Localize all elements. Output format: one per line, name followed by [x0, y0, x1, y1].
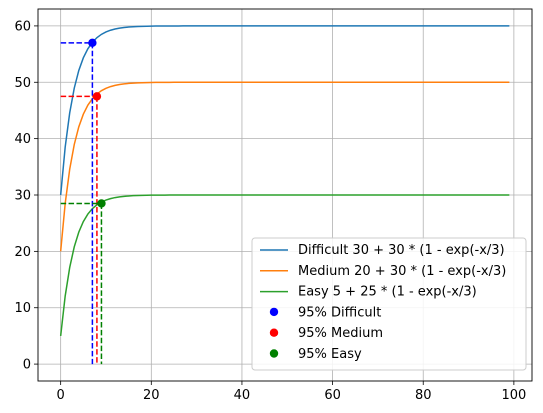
- x-tick-label: 40: [234, 388, 251, 403]
- legend-label: Medium 20 + 30 * (1 - exp(-x/3): [298, 264, 506, 279]
- marker-point: [88, 38, 97, 48]
- y-tick-label: 20: [14, 245, 31, 260]
- y-tick-label: 10: [14, 301, 31, 316]
- legend-box: [251, 237, 527, 371]
- legend-label: Difficult 30 + 30 * (1 - exp(-x/3): [298, 243, 505, 258]
- marker-point: [97, 199, 106, 208]
- y-tick-label: 0: [23, 358, 31, 373]
- markers: [88, 38, 106, 208]
- series-line: [59, 194, 510, 336]
- legend-marker-swatch: [269, 328, 279, 337]
- y-tick-label: 50: [14, 76, 31, 91]
- legend-marker-swatch: [269, 349, 279, 358]
- x-tick-label: 60: [324, 388, 341, 403]
- legend-label: 95% Easy: [298, 347, 362, 362]
- y-tick-label: 30: [14, 189, 31, 204]
- legend-label: Easy 5 + 25 * (1 - exp(-x/3): [298, 285, 477, 300]
- y-tick-label: 40: [14, 132, 31, 147]
- legend-label: 95% Medium: [298, 326, 383, 341]
- x-tick-label: 0: [57, 388, 65, 403]
- legend-marker-swatch: [269, 307, 279, 317]
- x-tick-label: 80: [415, 388, 432, 403]
- y-tick-label: 60: [14, 19, 31, 34]
- series-line: [59, 81, 510, 252]
- x-tick-label: 20: [143, 388, 160, 403]
- series-line: [59, 25, 510, 196]
- legend: Difficult 30 + 30 * (1 - exp(-x/3) Medium…: [251, 237, 527, 371]
- series-lines: [59, 25, 510, 336]
- legend-label: 95% Difficult: [298, 305, 381, 320]
- marker-guides: [60, 42, 103, 365]
- marker-point: [92, 92, 102, 101]
- ticks: 0 20 40 60 80 100 0 10 20 30 40 50 60: [14, 19, 526, 403]
- x-tick-label: 100: [501, 388, 526, 403]
